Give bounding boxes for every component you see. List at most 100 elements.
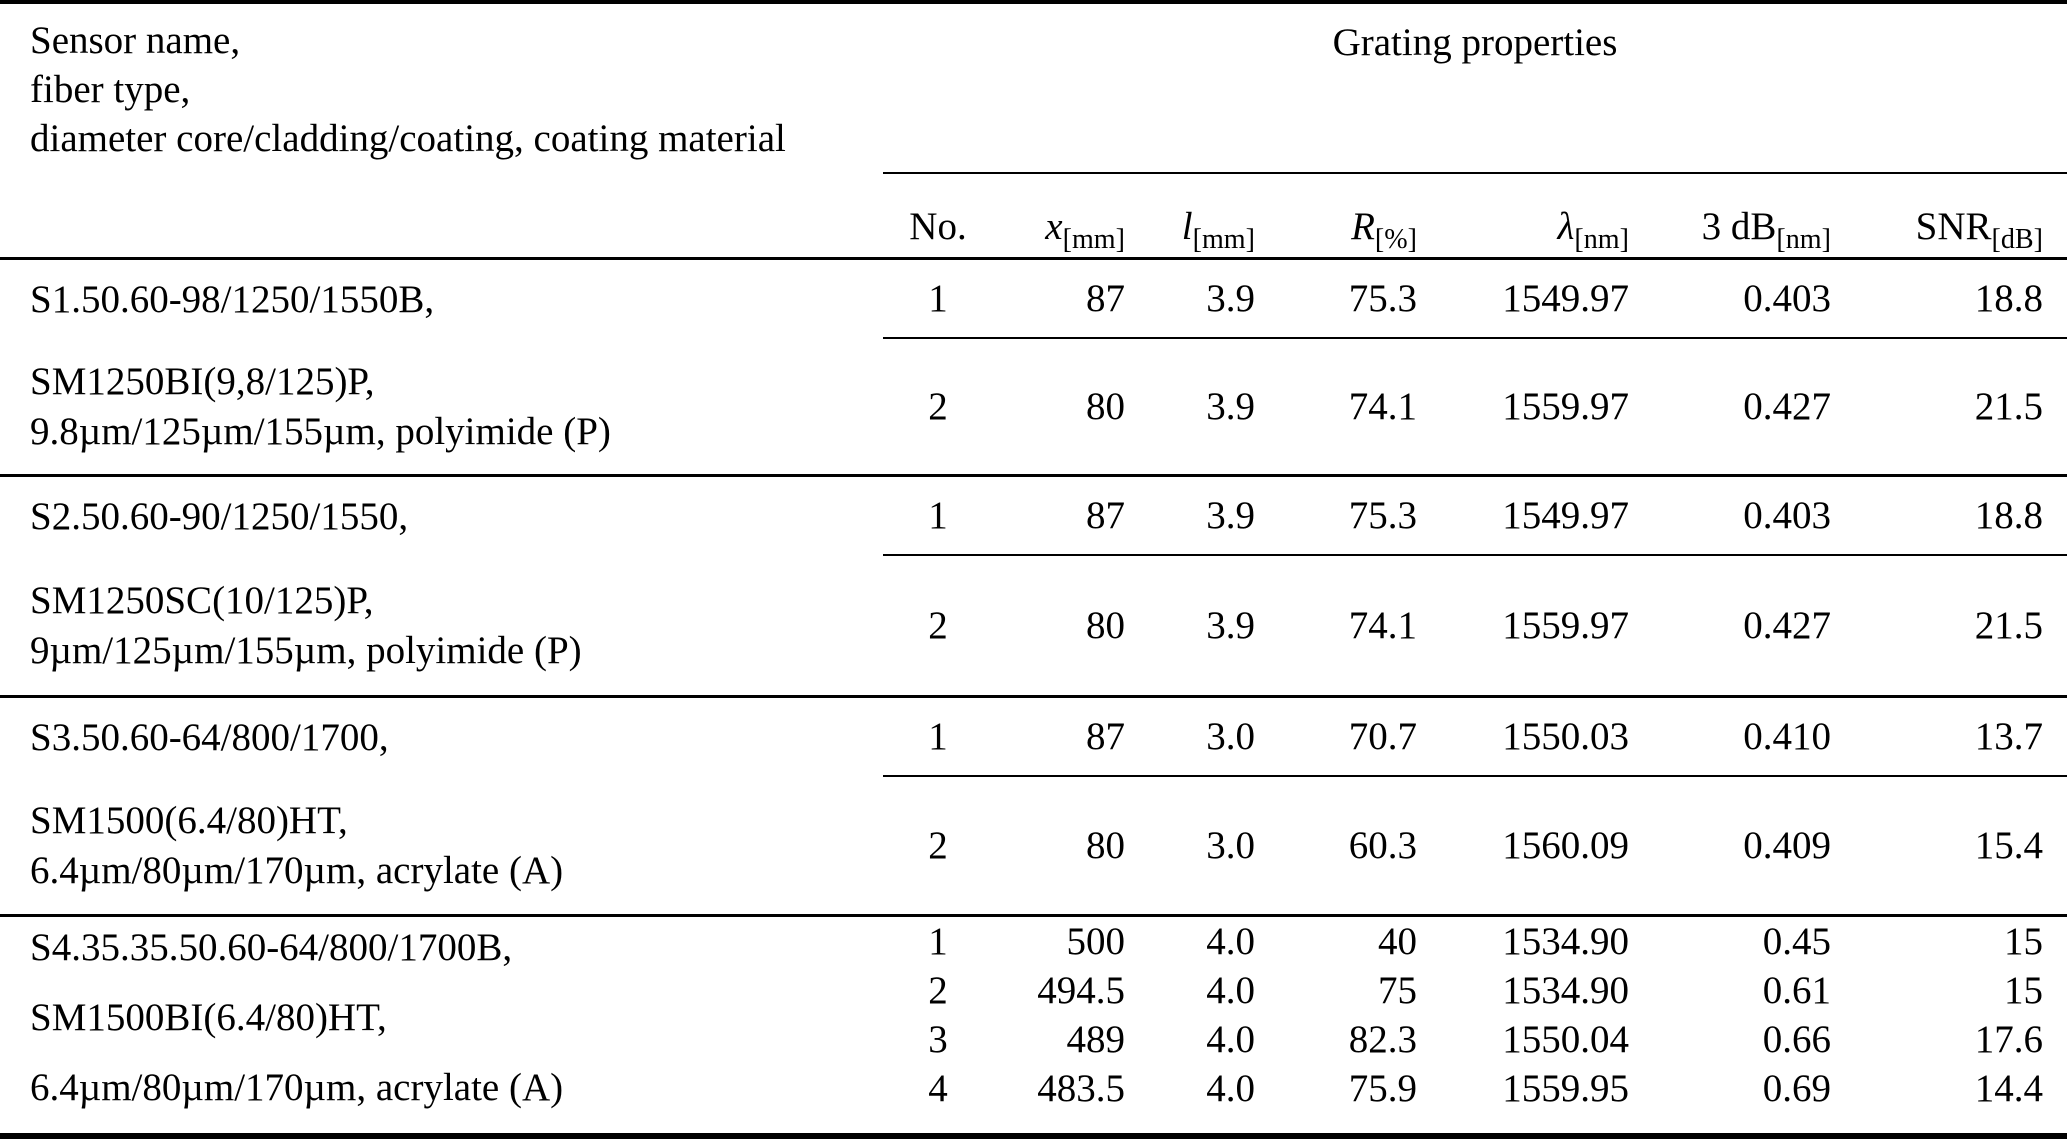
- cell-snr: 15: [2004, 920, 2043, 963]
- col-header-l: l[mm]: [1181, 205, 1255, 255]
- group-header-label: Grating properties: [1332, 21, 1618, 64]
- grating-row: 3 489 4.0 82.3 1550.04 0.66 17.6: [883, 1015, 2067, 1064]
- cell-3db: 0.409: [1743, 824, 1831, 867]
- cell-snr: 14.4: [1974, 1067, 2043, 1110]
- cell-3db: 0.61: [1762, 969, 1831, 1012]
- cell-snr: 21.5: [1974, 385, 2043, 428]
- cell-r: 74.1: [1348, 385, 1417, 428]
- sensor-name: S1.50.60-98/1250/1550B,: [30, 278, 435, 321]
- sensor-block-s3: S3.50.60-64/800/1700, SM1500(6.4/80)HT, …: [0, 698, 2067, 917]
- cell-r: 75.3: [1348, 277, 1417, 320]
- sensor-description: S4.35.35.50.60-64/800/1700B, SM1500BI(6.…: [0, 917, 883, 1133]
- row-header-line: Sensor name,: [30, 19, 241, 62]
- cell-x: 80: [1086, 604, 1125, 647]
- cell-no: 2: [928, 604, 948, 647]
- sensor-fiber-info: SM1250BI(9,8/125)P, 9.8µm/125µm/155µm, p…: [30, 339, 883, 474]
- cell-snr: 17.6: [1974, 1018, 2043, 1061]
- cell-l: 3.9: [1206, 277, 1255, 320]
- table-header-top: Sensor name, fiber type, diameter core/c…: [0, 4, 2067, 174]
- cell-no: 2: [928, 969, 948, 1012]
- cell-snr: 15: [2004, 969, 2043, 1012]
- cell-lambda: 1534.90: [1502, 969, 1629, 1012]
- cell-lambda: 1559.95: [1502, 1067, 1629, 1110]
- cell-no: 1: [928, 715, 948, 758]
- cell-r: 60.3: [1348, 824, 1417, 867]
- cell-lambda: 1559.97: [1502, 385, 1629, 428]
- grating-values: 1 87 3.9 75.3 1549.97 0.403 18.8 2 80 3.…: [883, 260, 2067, 474]
- sensor-name: S4.35.35.50.60-64/800/1700B,: [30, 926, 513, 969]
- cell-no: 1: [928, 920, 948, 963]
- cell-x: 80: [1086, 824, 1125, 867]
- cell-l: 3.9: [1206, 385, 1255, 428]
- cell-3db: 0.427: [1743, 385, 1831, 428]
- group-header: Grating properties: [883, 4, 2067, 174]
- cell-x: 87: [1086, 494, 1125, 537]
- cell-x: 80: [1086, 385, 1125, 428]
- column-header-row: No. x[mm] l[mm] R[%] λ[nm] 3 dB[nm] SNR[…: [0, 174, 2067, 260]
- cell-lambda: 1549.97: [1502, 277, 1629, 320]
- fiber-type: SM1500(6.4/80)HT,: [30, 798, 348, 842]
- col-header-snr: SNR[dB]: [1915, 205, 2043, 255]
- cell-lambda: 1560.09: [1502, 824, 1629, 867]
- cell-3db: 0.45: [1762, 920, 1831, 963]
- sensor-block-s2: S2.50.60-90/1250/1550, SM1250SC(10/125)P…: [0, 477, 2067, 698]
- cell-l: 3.0: [1206, 824, 1255, 867]
- cell-x: 483.5: [1037, 1067, 1125, 1110]
- cell-r: 70.7: [1348, 715, 1417, 758]
- cell-snr: 18.8: [1974, 494, 2043, 537]
- cell-x: 87: [1086, 715, 1125, 758]
- grating-row: 2 80 3.9 74.1 1559.97 0.427 21.5: [883, 556, 2067, 695]
- fiber-diameters: 6.4µm/80µm/170µm, acrylate (A): [30, 848, 564, 892]
- row-header-line: fiber type,: [30, 68, 191, 111]
- cell-l: 4.0: [1206, 920, 1255, 963]
- cell-3db: 0.410: [1743, 715, 1831, 758]
- cell-l: 4.0: [1206, 969, 1255, 1012]
- col-header-lambda: λ[nm]: [1557, 205, 1630, 255]
- cell-r: 82.3: [1348, 1018, 1417, 1061]
- cell-l: 3.9: [1206, 604, 1255, 647]
- fiber-diameters: 9µm/125µm/155µm, polyimide (P): [30, 628, 582, 672]
- row-header-line: diameter core/cladding/coating, coating …: [30, 117, 786, 160]
- cell-no: 4: [928, 1067, 948, 1110]
- sensor-name: S2.50.60-90/1250/1550,: [30, 495, 409, 538]
- cell-r: 74.1: [1348, 604, 1417, 647]
- col-header-no: No.: [909, 205, 967, 248]
- cell-r: 75.9: [1348, 1067, 1417, 1110]
- fiber-type: SM1500BI(6.4/80)HT,: [30, 996, 387, 1039]
- cell-lambda: 1550.03: [1502, 715, 1629, 758]
- cell-3db: 0.427: [1743, 604, 1831, 647]
- cell-lambda: 1534.90: [1502, 920, 1629, 963]
- grating-row: 2 80 3.9 74.1 1559.97 0.427 21.5: [883, 339, 2067, 474]
- cell-lambda: 1559.97: [1502, 604, 1629, 647]
- cell-x: 500: [1066, 920, 1126, 963]
- cell-lambda: 1549.97: [1502, 494, 1629, 537]
- cell-x: 489: [1066, 1018, 1126, 1061]
- cell-no: 2: [928, 385, 948, 428]
- grating-row: 1 500 4.0 40 1534.90 0.45 15: [883, 917, 2067, 966]
- col-header-x: x[mm]: [1045, 205, 1125, 255]
- grating-row: 2 494.5 4.0 75 1534.90 0.61 15: [883, 966, 2067, 1015]
- cell-3db: 0.403: [1743, 277, 1831, 320]
- col-header-r: R[%]: [1351, 205, 1417, 255]
- fiber-type: SM1250BI(9,8/125)P,: [30, 359, 375, 403]
- cell-r: 75: [1378, 969, 1417, 1012]
- sensor-block-s1: S1.50.60-98/1250/1550B, SM1250BI(9,8/125…: [0, 260, 2067, 477]
- cell-r: 40: [1378, 920, 1417, 963]
- fiber-type: SM1250SC(10/125)P,: [30, 578, 374, 622]
- column-headers: No. x[mm] l[mm] R[%] λ[nm] 3 dB[nm] SNR[…: [883, 174, 2067, 257]
- cell-no: 2: [928, 824, 948, 867]
- cell-snr: 13.7: [1974, 715, 2043, 758]
- cell-l: 3.0: [1206, 715, 1255, 758]
- cell-no: 1: [928, 277, 948, 320]
- sensor-description: S1.50.60-98/1250/1550B, SM1250BI(9,8/125…: [0, 260, 883, 474]
- cell-snr: 21.5: [1974, 604, 2043, 647]
- grating-row: 1 87 3.9 75.3 1549.97 0.403 18.8: [883, 477, 2067, 556]
- grating-values: 1 87 3.0 70.7 1550.03 0.410 13.7 2 80 3.…: [883, 698, 2067, 914]
- cell-l: 4.0: [1206, 1018, 1255, 1061]
- fiber-diameters: 9.8µm/125µm/155µm, polyimide (P): [30, 409, 611, 453]
- fiber-diameters: 6.4µm/80µm/170µm, acrylate (A): [30, 1066, 564, 1109]
- cell-x: 494.5: [1037, 969, 1125, 1012]
- cell-snr: 15.4: [1974, 824, 2043, 867]
- cell-lambda: 1550.04: [1502, 1018, 1629, 1061]
